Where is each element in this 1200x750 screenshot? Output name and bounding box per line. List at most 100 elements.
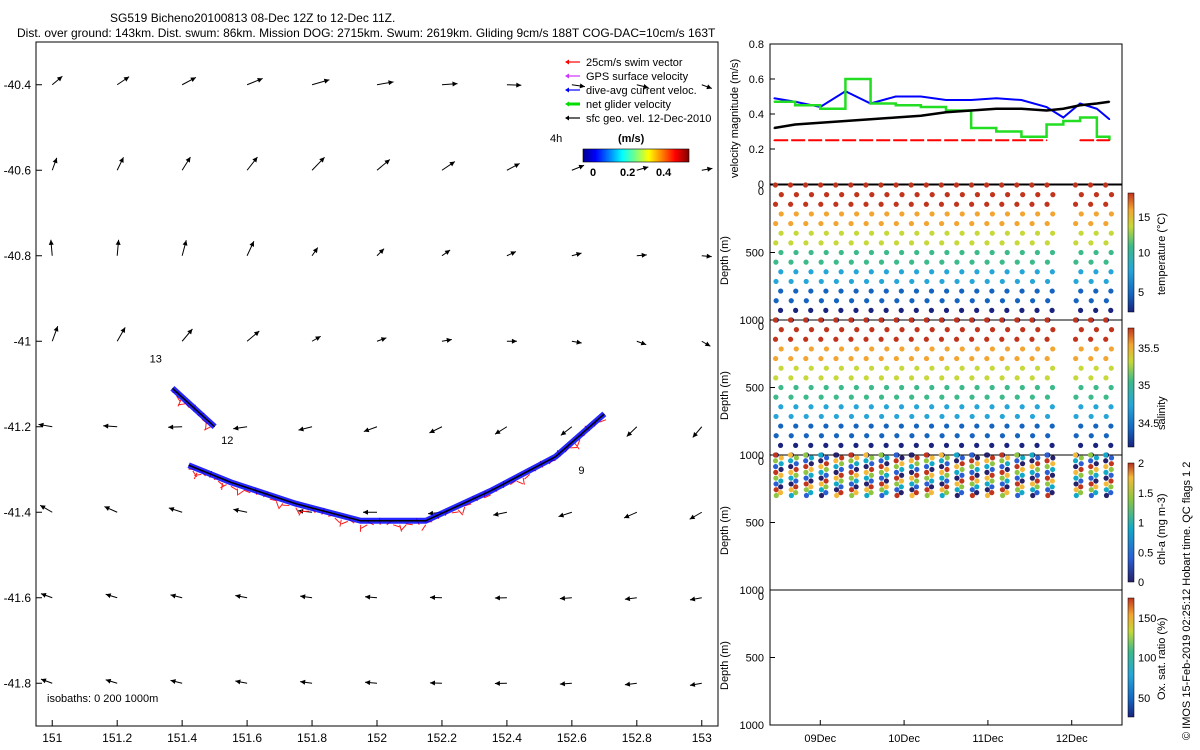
legend-item: dive-avg current veloc. (565, 85, 697, 97)
geo-velocity-arrow (181, 240, 188, 256)
geo-velocity-arrow (506, 163, 520, 171)
salinity-dive-profile (848, 317, 860, 458)
chla-dive-profile (772, 452, 784, 499)
map-y-tick-label: -41 (14, 334, 32, 348)
geo-velocity-arrow (701, 84, 713, 90)
geo-velocity-arrow (170, 593, 183, 599)
velocity-point (894, 104, 897, 107)
chla-ylabel: Depth (m) (719, 506, 731, 555)
velocity-series-0 (773, 90, 1111, 121)
temperature-dive-profile (1072, 182, 1084, 323)
geo-velocity-arrow (560, 426, 573, 436)
velocity-point (794, 123, 796, 126)
velocity-point (1062, 107, 1065, 110)
velocity-point (995, 107, 998, 110)
geo-velocity-arrow (235, 593, 248, 599)
temperature-panel: 0 500 1000 Depth (m) 15 10 5 temperature (°C) (719, 182, 1168, 327)
geo-velocity-arrow (376, 248, 385, 257)
geo-velocity-arrow (559, 681, 572, 687)
temperature-colorbar-tick: 15 (1138, 212, 1150, 224)
velocity-point (794, 139, 796, 142)
geo-velocity-arrow (494, 595, 507, 601)
salinity-colorbar-tick: 35.5 (1138, 343, 1159, 355)
salinity-dive-profile (863, 317, 875, 458)
map-x-tick-label: 151.8 (297, 731, 327, 745)
velocity-y-tick-label: 0.6 (749, 74, 764, 86)
chla-dive-profile (1029, 452, 1041, 499)
geo-velocity-arrow (40, 593, 53, 599)
velocity-point (945, 139, 947, 142)
short-track-path (171, 387, 216, 428)
geo-velocity-arrow (571, 252, 582, 257)
geo-velocity-arrow (376, 80, 394, 86)
temperature-dive-profile (878, 182, 890, 323)
geo-velocity-arrow (559, 595, 572, 601)
oxygen-y-tick-label: 1000 (740, 720, 764, 732)
legend-label: net glider velocity (586, 99, 671, 111)
geo-velocity-arrow (626, 426, 638, 437)
legend-label: sfc geo. vel. 12-Dec-2010 (586, 113, 711, 125)
temperature-dive-profile (1029, 182, 1041, 323)
chla-dive-profile (848, 452, 860, 499)
map-x-tick-label: 152 (367, 731, 387, 745)
short-track-swim-vectors (172, 391, 211, 431)
chla-dive-profile (1102, 452, 1115, 499)
geostrophic-velocity-arrows (38, 75, 713, 687)
velocity-point (1062, 120, 1065, 122)
geo-velocity-arrow (168, 424, 183, 430)
chla-y-tick-label: 1000 (740, 585, 764, 597)
geo-velocity-arrow (235, 679, 248, 685)
velocity-series-2 (773, 100, 1111, 130)
velocity-ylabel: velocity magnitude (m/s) (729, 59, 741, 178)
velocity-point (945, 111, 947, 114)
salinity-dive-profile (908, 317, 920, 458)
temperature-dive-profile (1044, 182, 1056, 323)
map-y-tick-label: -41.4 (4, 505, 32, 519)
geo-velocity-arrow (246, 330, 260, 342)
salinity-dive-profile (938, 317, 950, 458)
temperature-colorbar-label: temperature (°C) (1156, 213, 1168, 295)
velocity-point (894, 95, 897, 98)
chla-dive-profile (863, 452, 875, 499)
velocity-point (1020, 139, 1023, 142)
velocity-point (1079, 104, 1081, 107)
geo-velocity-arrow (636, 340, 647, 346)
geo-velocity-arrow (376, 337, 387, 342)
legend-interval: 4h (550, 133, 562, 145)
main-track-swim-vectors (188, 419, 607, 532)
map-y-tick-label: -41.6 (4, 591, 32, 605)
temperature-dive-profile (923, 182, 935, 323)
velocity-panel: 0 0.2 0.4 0.6 0.8 velocity magnitude (m/s) (729, 39, 1123, 191)
velocity-y-tick-label: 0.4 (749, 109, 764, 121)
map-x-tick-label: 151.2 (102, 731, 132, 745)
velocity-point (1045, 109, 1048, 112)
temperature-dive-profile (938, 182, 950, 323)
geo-velocity-arrow (103, 423, 118, 429)
title-line-2: Dist. over ground: 143km. Dist. swum: 86… (17, 26, 716, 40)
velocity-point (1096, 135, 1098, 138)
velocity-point (1096, 139, 1098, 142)
salinity-y-tick-label: 0 (758, 321, 764, 333)
geo-velocity-arrow (181, 328, 193, 342)
geo-velocity-arrow (636, 165, 649, 171)
salinity-y-tick-label: 500 (746, 383, 764, 395)
chla-dive-profile (1087, 452, 1100, 499)
velocity-point (970, 139, 972, 142)
oxygen-colorbar-tick: 100 (1138, 653, 1156, 665)
map-x-tick-label: 152.8 (622, 731, 652, 745)
temperature-y-tick-label: 0 (758, 186, 764, 198)
temperature-dive-profile (863, 182, 875, 323)
geo-velocity-arrow (506, 338, 517, 344)
map-plot: 151 151.2 151.4 151.6 151.8 152 152.2 152.4 152.… (4, 41, 719, 745)
chla-colorbar-tick: 0 (1138, 577, 1144, 589)
velocity-point (945, 109, 947, 112)
salinity-dive-profile (802, 317, 815, 458)
oxygen-y-tick-label: 500 (746, 653, 764, 665)
temperature-colorbar (1127, 192, 1135, 313)
salinity-dive-profile (1087, 317, 1100, 458)
velocity-series (773, 77, 1111, 142)
chla-dive-profile (818, 452, 830, 499)
geo-velocity-arrow (363, 509, 377, 515)
geo-velocity-arrow (441, 81, 458, 87)
geo-velocity-arrow (571, 83, 585, 89)
